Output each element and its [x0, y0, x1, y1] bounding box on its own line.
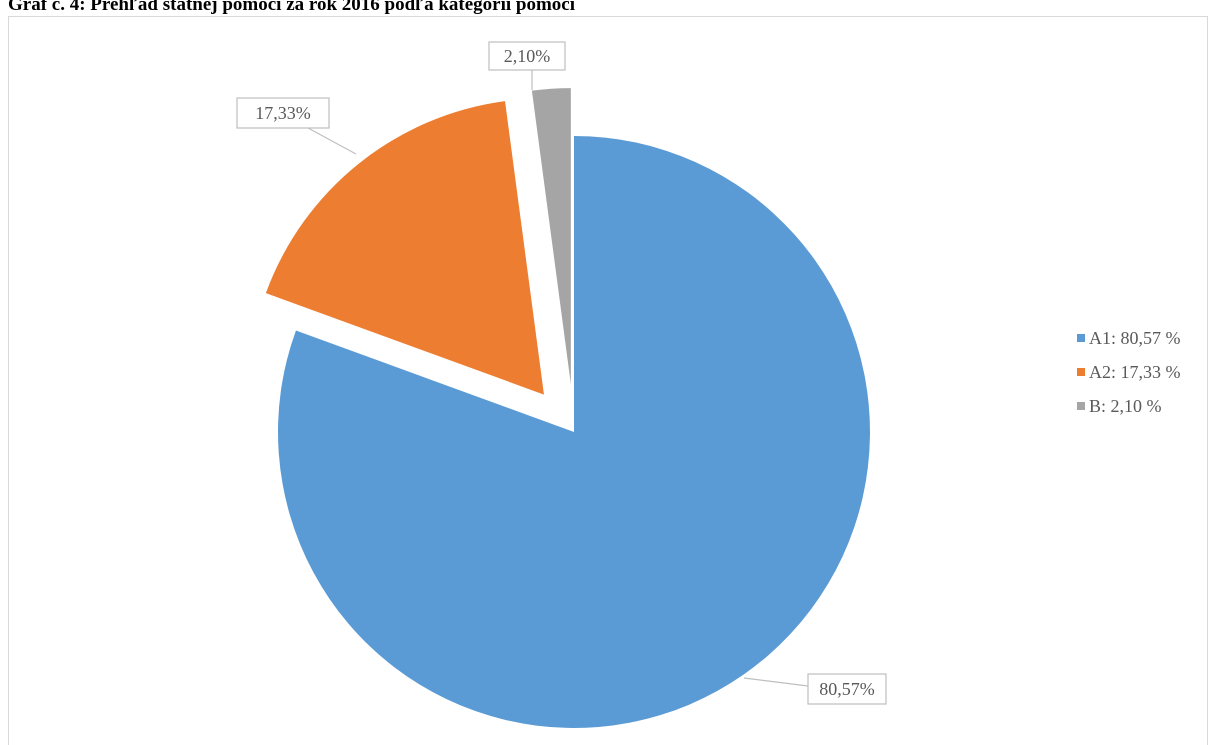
data-label-box [807, 673, 887, 705]
data-label-box [488, 41, 566, 71]
legend-label: A1: 80,57 % [1089, 328, 1181, 348]
data-label-box [236, 97, 330, 129]
legend-item-a2: A2: 17,33 % [1077, 362, 1181, 382]
data-label-text: 2,10% [504, 46, 551, 66]
pie-slices [265, 88, 871, 729]
pie-slice-b [531, 88, 571, 385]
leader-line-a2 [307, 127, 357, 155]
legend-swatch [1077, 334, 1085, 342]
data-label-a2: 17,33% [236, 97, 330, 129]
legend-item-a1: A1: 80,57 % [1077, 328, 1181, 348]
legend-label: A2: 17,33 % [1089, 362, 1181, 382]
pie-slice-a1 [278, 136, 871, 729]
legend-item-b: B: 2,10 % [1077, 396, 1162, 416]
pie-slice-a2 [265, 101, 544, 395]
data-label-text: 17,33% [255, 103, 311, 123]
label-leader-lines [307, 70, 809, 687]
leader-line-a1 [743, 677, 809, 687]
chart-title: Graf č. 4: Prehľad štátnej pomoci za rok… [8, 0, 576, 15]
legend: A1: 80,57 % A2: 17,33 % B: 2,10 % [1077, 328, 1181, 416]
legend-swatch [1077, 402, 1085, 410]
data-labels: 80,57% 17,33% 2,10% [236, 41, 887, 705]
data-label-a1: 80,57% [807, 673, 887, 705]
legend-swatch [1077, 368, 1085, 376]
legend-label: B: 2,10 % [1089, 396, 1162, 416]
data-label-b: 2,10% [488, 41, 566, 71]
chart-frame [8, 16, 1208, 745]
data-label-text: 80,57% [819, 679, 875, 699]
